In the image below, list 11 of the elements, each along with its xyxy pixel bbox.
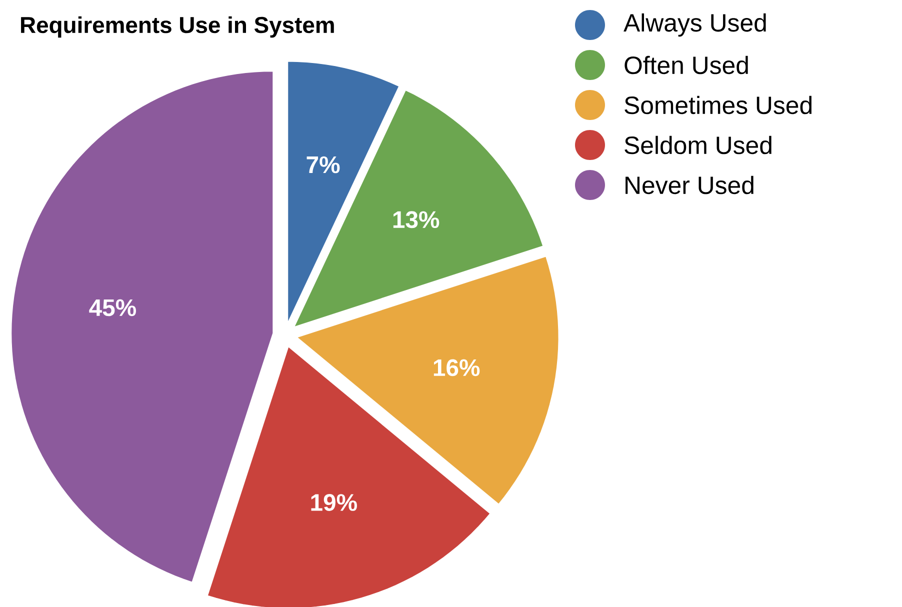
- legend-label: Never Used: [626, 176, 754, 194]
- chart-title: Requirements Use in System: [21, 16, 334, 38]
- legend-label: Often Used: [624, 56, 748, 74]
- data-label: 13%: [393, 211, 440, 228]
- data-label: 19%: [311, 494, 357, 511]
- data-label: 45%: [89, 299, 136, 316]
- legend-label: Always Used: [624, 13, 766, 37]
- legend-label: Seldom Used: [624, 136, 772, 154]
- legend-label: Sometimes Used: [624, 96, 812, 114]
- data-label: 16%: [434, 359, 480, 376]
- data-label: 7%: [306, 156, 340, 174]
